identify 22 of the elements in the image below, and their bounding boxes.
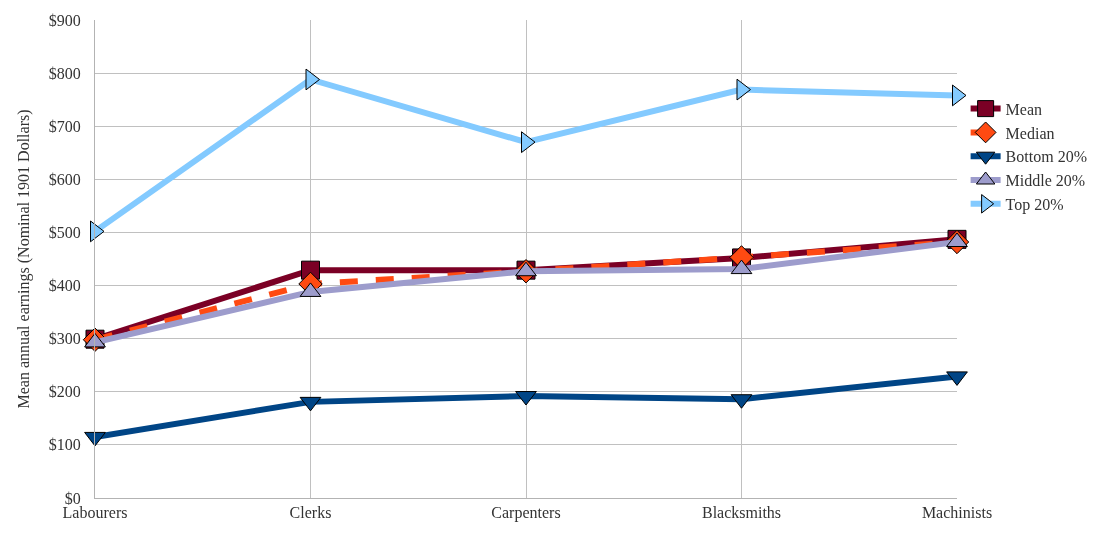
y-tick-label: $0 [64, 489, 81, 507]
y-tick-label: $400 [48, 277, 81, 295]
y-tick-label: $200 [48, 383, 81, 401]
x-tick-label: Carpenters [491, 504, 561, 523]
y-tick-label: $100 [48, 436, 81, 454]
y-tick-label: $700 [48, 117, 81, 135]
x-tick-label: Blacksmiths [701, 504, 782, 522]
x-tick-label: Machinists [921, 504, 993, 522]
y-tick-label: $800 [48, 64, 81, 82]
legend-label: Mean [1005, 100, 1043, 118]
legend-label: Top 20% [1005, 196, 1064, 215]
x-tick-label: Clerks [289, 504, 332, 522]
y-tick-label: $900 [48, 11, 81, 29]
y-axis-title: Mean annual earnings (Nominal 1901 Dollars) [14, 109, 33, 409]
y-tick-label: $300 [48, 330, 81, 348]
x-tick-label: Labourers [62, 504, 128, 522]
legend-label: Middle 20% [1005, 172, 1086, 190]
legend-label: Median [1005, 124, 1055, 142]
point [84, 431, 106, 447]
y-tick-label: $500 [48, 224, 81, 242]
legend-label: Bottom 20% [1005, 148, 1087, 166]
y-tick-label: $600 [48, 170, 81, 188]
